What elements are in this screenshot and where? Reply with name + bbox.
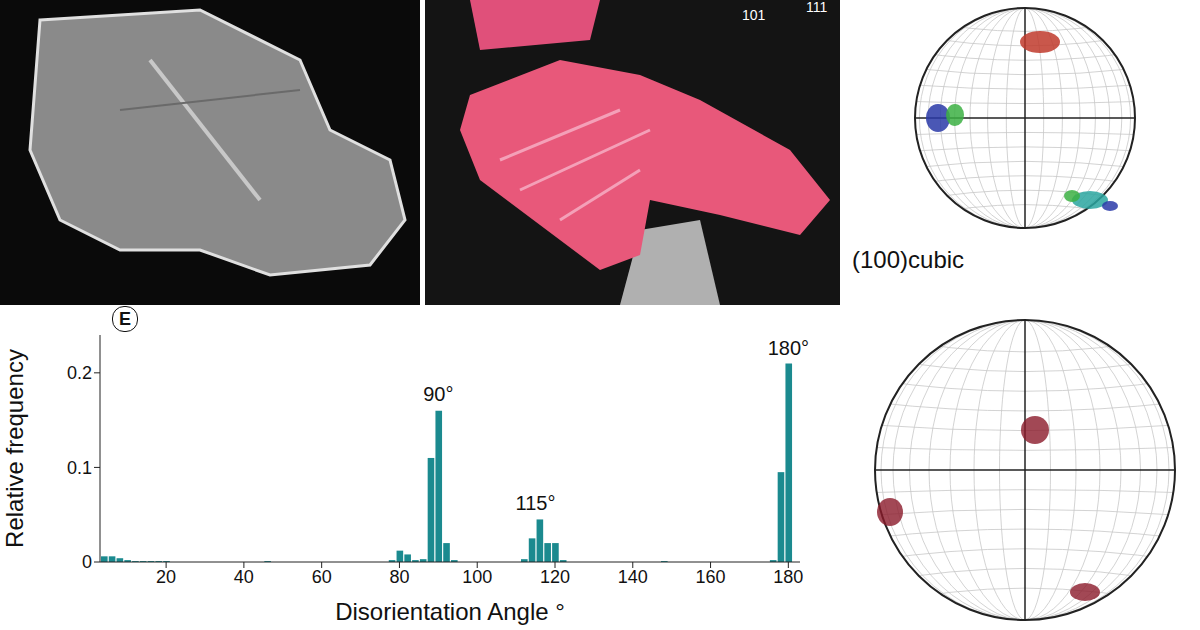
- svg-text:100: 100: [462, 567, 492, 587]
- svg-text:80: 80: [389, 567, 409, 587]
- svg-text:160: 160: [696, 567, 726, 587]
- svg-text:115°: 115°: [516, 492, 556, 514]
- svg-text:20: 20: [156, 567, 176, 587]
- svg-text:Relative frequency: Relative frequency: [1, 349, 28, 548]
- svg-text:40: 40: [234, 567, 254, 587]
- svg-text:101: 101: [742, 7, 766, 23]
- svg-text:90°: 90°: [423, 383, 453, 405]
- svg-text:Disorientation Angle °: Disorientation Angle °: [335, 598, 565, 625]
- svg-text:120: 120: [540, 567, 570, 587]
- svg-text:60: 60: [312, 567, 332, 587]
- svg-text:180: 180: [773, 567, 803, 587]
- svg-text:(100)cubic: (100)cubic: [852, 246, 964, 273]
- svg-text:0.1: 0.1: [67, 458, 92, 478]
- svg-text:140: 140: [618, 567, 648, 587]
- svg-text:0.2: 0.2: [67, 363, 92, 383]
- svg-text:180°: 180°: [768, 337, 809, 359]
- svg-text:0: 0: [82, 552, 92, 572]
- svg-text:111: 111: [806, 0, 827, 15]
- html-text:E: E: [119, 308, 131, 329]
